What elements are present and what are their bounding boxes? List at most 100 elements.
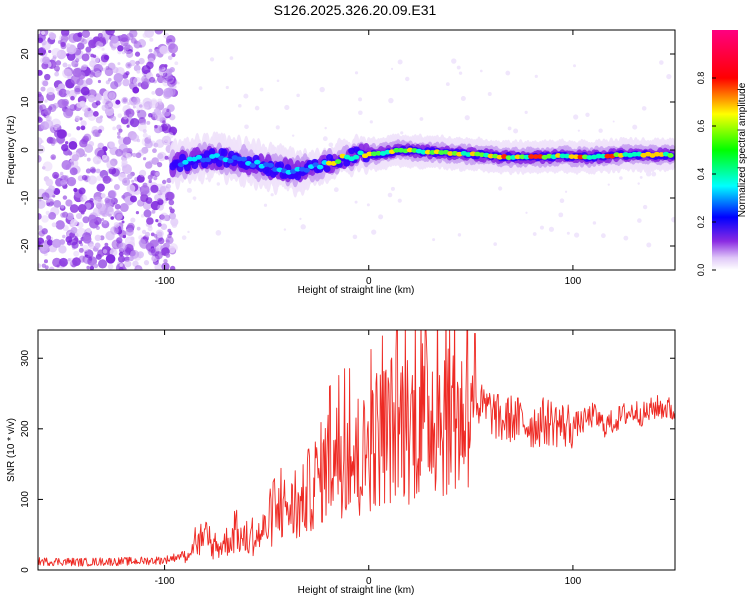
faint-noise — [464, 115, 470, 121]
faint-noise — [513, 128, 519, 134]
faint-noise — [525, 211, 528, 214]
noise-blob — [88, 72, 95, 78]
spectrogram-data — [38, 30, 675, 270]
noise-blob — [163, 258, 168, 264]
noise-blob — [97, 259, 108, 269]
noise-blob — [105, 30, 115, 36]
noise-blob — [81, 30, 91, 38]
ridge-core — [294, 166, 301, 172]
noise-blob — [163, 214, 171, 222]
snr-panel: -100 0 100 0 100 200 300 Height of straight l… — [6, 329, 676, 596]
faint-noise — [623, 235, 629, 241]
y-tick-label: -10 — [20, 190, 31, 205]
noise-blob — [70, 74, 81, 85]
noise-blob — [121, 159, 128, 166]
faint-noise — [397, 59, 403, 65]
noise-blob — [45, 178, 54, 187]
noise-blob — [81, 174, 88, 181]
noise-blob — [104, 206, 114, 216]
noise-blob — [81, 105, 89, 113]
noise-blob — [102, 249, 108, 254]
noise-blob — [59, 171, 64, 176]
noise-blob — [89, 265, 95, 270]
faint-noise — [534, 74, 538, 78]
noise-blob — [156, 73, 160, 78]
noise-blob — [87, 175, 97, 185]
noise-blob — [38, 230, 45, 237]
noise-blob — [66, 43, 71, 48]
faint-noise — [354, 71, 359, 75]
noise-blob — [120, 116, 129, 125]
faint-noise — [215, 230, 222, 236]
noise-blob — [168, 245, 176, 254]
noise-blob — [55, 60, 62, 66]
colorbar-tick-label: 0.8 — [696, 72, 706, 85]
noise-blob — [101, 67, 106, 72]
noise-blob — [80, 120, 87, 127]
noise-blob — [141, 146, 149, 154]
noise-blob — [113, 221, 120, 228]
noise-blob — [94, 147, 105, 158]
noise-blob — [121, 194, 126, 199]
noise-blob — [65, 141, 69, 145]
noise-blob — [161, 262, 170, 270]
noise-blob — [122, 78, 130, 87]
noise-blob — [160, 212, 169, 222]
noise-blob — [48, 185, 56, 193]
noise-blob — [148, 179, 152, 184]
x-tick-label: -100 — [155, 276, 175, 287]
ridge-core — [204, 157, 212, 163]
noise-blob — [108, 141, 116, 149]
noise-blob — [110, 81, 119, 90]
x-tick-label: 0 — [366, 576, 372, 587]
noise-blob — [104, 67, 114, 77]
ridge-core — [532, 154, 539, 159]
faint-noise — [205, 177, 208, 180]
noise-blob — [128, 113, 133, 118]
noise-blob — [129, 118, 140, 128]
noise-blob — [68, 140, 78, 150]
noise-blob — [154, 108, 160, 114]
y-tick-label: 10 — [20, 96, 31, 108]
y-tick-label: 0 — [20, 147, 31, 153]
noise-blob — [97, 79, 102, 84]
ridge-core — [303, 167, 310, 173]
faint-noise — [296, 93, 300, 98]
noise-blob — [166, 108, 170, 113]
noise-blob — [125, 62, 132, 69]
faint-noise — [186, 187, 192, 193]
noise-blob — [110, 115, 117, 122]
noise-blob — [150, 248, 156, 254]
noise-blob — [96, 183, 105, 192]
faint-noise — [390, 67, 394, 70]
noise-blob — [151, 91, 156, 95]
noise-blob — [165, 68, 173, 76]
noise-blob — [142, 97, 152, 107]
ridge-blue — [220, 148, 228, 157]
x-tick-label: -100 — [155, 576, 175, 587]
ridge-core — [249, 163, 256, 168]
noise-blob — [166, 191, 175, 201]
noise-blob — [77, 32, 83, 38]
noise-blob — [121, 96, 129, 104]
noise-blob — [38, 199, 46, 209]
noise-blob — [94, 234, 102, 242]
noise-blob — [89, 60, 96, 68]
faint-noise — [612, 120, 615, 123]
noise-blob — [82, 234, 92, 244]
faint-noise — [276, 79, 280, 83]
noise-blob — [99, 36, 106, 43]
faint-noise — [263, 203, 268, 207]
noise-blob — [38, 213, 42, 220]
noise-blob — [123, 44, 134, 55]
noise-blob — [92, 155, 102, 165]
faint-noise — [524, 110, 528, 114]
spectrogram-y-ticks: -20 -10 0 10 20 — [20, 48, 675, 253]
noise-blob — [46, 239, 54, 246]
noise-blob — [165, 242, 170, 247]
noise-blob — [143, 260, 150, 266]
noise-blob — [101, 47, 105, 51]
noise-blob — [127, 102, 131, 106]
noise-blob — [135, 152, 142, 159]
ridge-core — [505, 155, 513, 161]
